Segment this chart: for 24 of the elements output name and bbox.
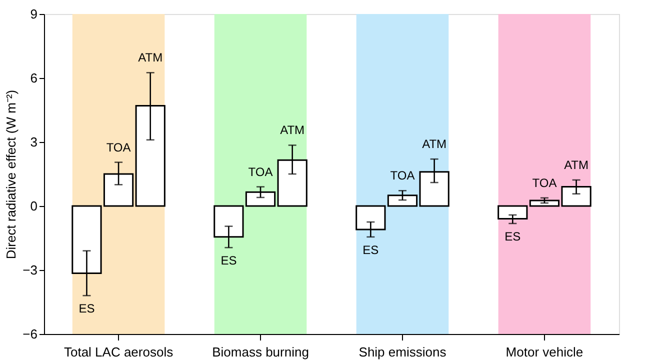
text: ES bbox=[220, 254, 237, 268]
y-tick-label: 3 bbox=[30, 134, 38, 150]
x-tick-label: Motor vehicle bbox=[506, 344, 584, 360]
series-label: TOA bbox=[532, 176, 557, 190]
text: ATM bbox=[422, 137, 447, 152]
x-tick-label: Biomass burning bbox=[212, 344, 309, 360]
x-tick-label: Ship emissions bbox=[358, 344, 447, 360]
y-tick-label: 9 bbox=[30, 6, 38, 22]
bar bbox=[498, 205, 528, 220]
text: TOA bbox=[106, 140, 131, 154]
y-axis-title: Direct radiative effect (W m⁻²) bbox=[4, 90, 19, 260]
text: ES bbox=[362, 242, 379, 257]
text: ATM bbox=[280, 123, 305, 138]
y-tick-label: 6 bbox=[30, 70, 38, 86]
y-tick-label: 0 bbox=[30, 198, 38, 214]
text: ATM bbox=[138, 50, 163, 65]
y-tick-label: −3 bbox=[22, 262, 38, 278]
text: TOA bbox=[390, 168, 415, 183]
x-tick-label: Total LAC aerosols bbox=[64, 344, 174, 360]
text: TOA bbox=[248, 164, 273, 179]
text: ES bbox=[78, 302, 95, 316]
y-tick-label: −6 bbox=[22, 326, 38, 342]
series-label: ATM bbox=[564, 158, 589, 172]
series-label: ES bbox=[504, 229, 521, 244]
